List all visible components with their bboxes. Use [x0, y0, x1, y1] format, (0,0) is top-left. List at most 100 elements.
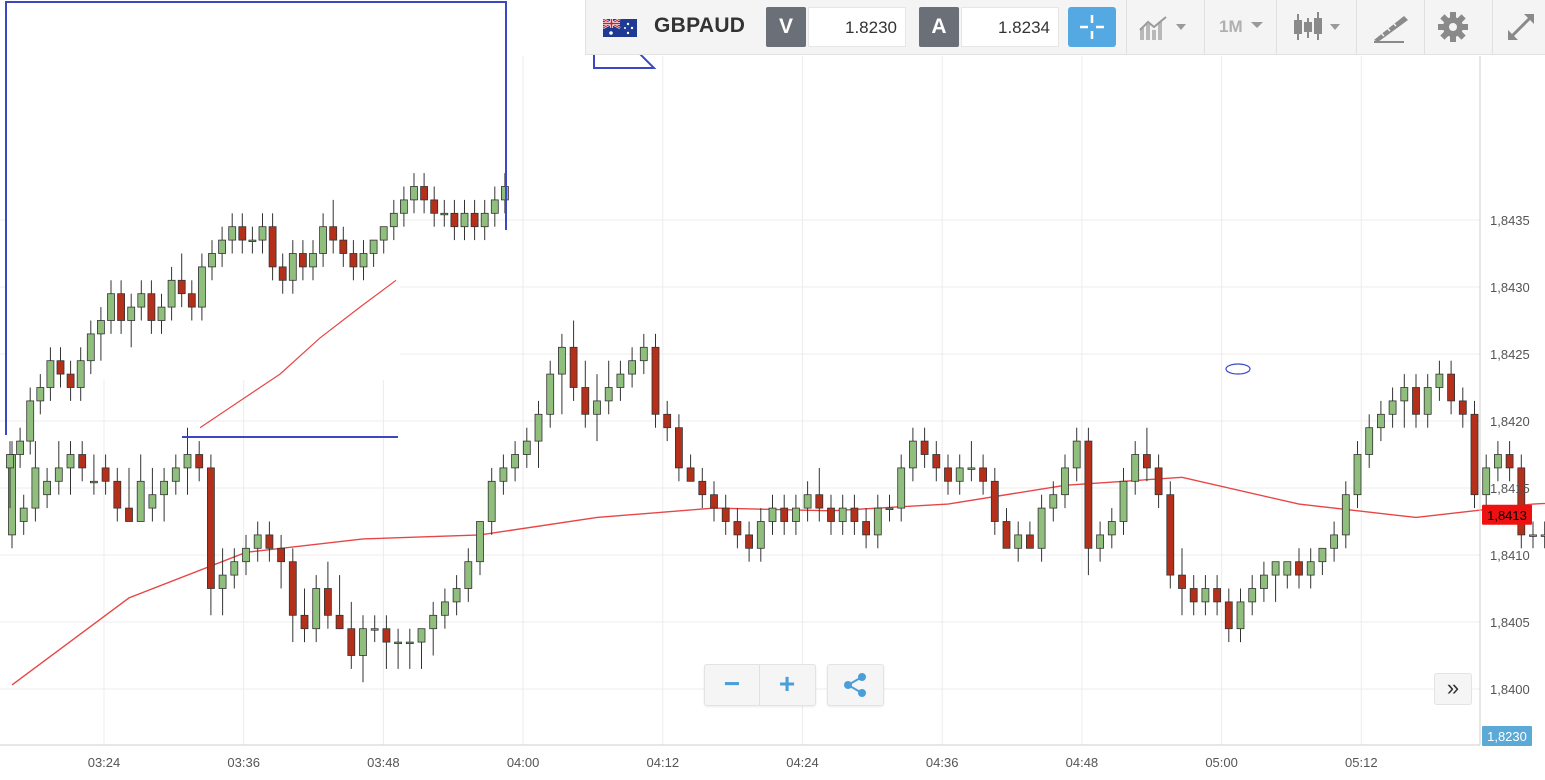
candle-body [1026, 534, 1034, 549]
zoom-in-button[interactable]: + [778, 668, 796, 699]
bear-candle [1470, 400, 1479, 509]
bull-candle [1201, 575, 1210, 616]
candle-body [745, 534, 753, 549]
bear-candle [686, 454, 695, 482]
bull-candle [228, 213, 237, 254]
bull-candle [873, 494, 882, 549]
indicators-button[interactable] [1134, 0, 1196, 54]
candle-body [470, 212, 479, 228]
candle-body [218, 239, 227, 254]
x-tick-label: 05:12 [1345, 755, 1378, 770]
annotation-bracket[interactable] [5, 1, 507, 435]
bear-candle [300, 588, 309, 643]
candle-body [113, 480, 122, 509]
bear-candle [862, 508, 870, 549]
sell-button[interactable]: V [766, 7, 806, 47]
share-icon [844, 673, 866, 697]
zoom-out-button[interactable]: − [723, 668, 741, 699]
candle-body [339, 239, 348, 254]
moving-average-path [11, 476, 1545, 686]
chart-type-button[interactable] [1284, 0, 1352, 54]
candle-body [990, 480, 999, 522]
candle-body [710, 494, 718, 509]
bear-candle [745, 521, 753, 562]
instrument-symbol[interactable]: GBPAUD [654, 14, 746, 37]
candle-body [228, 226, 237, 241]
bull-candle [499, 454, 508, 495]
bull-candle [97, 307, 105, 361]
share-button[interactable] [827, 664, 884, 706]
bear-candle [733, 508, 742, 549]
bull-candle [36, 374, 45, 415]
bear-candle [1505, 441, 1514, 482]
annotation-ellipse[interactable] [1225, 363, 1251, 375]
candle-body [323, 588, 332, 616]
x-tick-label: 04:00 [507, 755, 540, 770]
candle-body [1540, 534, 1545, 537]
candle-body [803, 494, 812, 509]
bull-candle [171, 454, 180, 495]
candle-body [420, 186, 429, 201]
candle-body [452, 588, 461, 603]
candle-body [56, 360, 65, 375]
buy-price[interactable]: 1.8234 [961, 7, 1059, 47]
candle-body [1096, 534, 1104, 549]
bull-candle [558, 333, 566, 415]
bear-candle [125, 467, 133, 522]
bear-candle [1447, 360, 1455, 415]
bull-candle [90, 454, 98, 495]
bear-candle [113, 467, 122, 522]
candle-body [686, 467, 695, 482]
candle-body [195, 454, 204, 469]
bull-candle [1540, 521, 1545, 549]
sell-price[interactable]: 1.8230 [808, 7, 906, 47]
candlestick-type-icon [1294, 12, 1340, 40]
candle-body [522, 440, 531, 455]
candle-body [76, 360, 85, 388]
bull-candle [1107, 508, 1116, 549]
candle-body [147, 293, 156, 321]
bull-candle [593, 374, 601, 442]
fullscreen-button[interactable] [1498, 0, 1545, 54]
candle-body [440, 212, 449, 216]
bull-candle [66, 441, 75, 495]
candle-body [230, 561, 239, 576]
candle-body [417, 628, 426, 643]
candle-body [86, 333, 95, 362]
bull-candle [389, 199, 398, 241]
candle-body [1049, 494, 1058, 509]
candle-body [6, 454, 14, 469]
x-tick-label: 04:12 [647, 755, 680, 770]
buy-button[interactable]: A [919, 7, 959, 47]
last-price-badge [1482, 504, 1532, 525]
candle-body [382, 628, 391, 643]
candle-body [1107, 521, 1116, 536]
crosshair-button[interactable] [1068, 7, 1116, 47]
candle-body [1295, 561, 1303, 576]
candle-body [31, 467, 40, 509]
candle-body [1505, 454, 1514, 469]
bear-candle [335, 575, 344, 630]
candle-body [1353, 454, 1362, 496]
candle-body [253, 534, 262, 549]
bull-candle [909, 427, 917, 482]
candle-body [97, 320, 105, 335]
bull-candle [440, 588, 449, 629]
candle-body [127, 306, 136, 321]
settings-button[interactable] [1432, 0, 1482, 54]
bid-price-badge [1482, 726, 1532, 746]
candle-body [218, 574, 227, 589]
candle-body [1131, 454, 1140, 482]
scroll-to-latest-button[interactable]: » [1434, 673, 1472, 705]
candle-body [1318, 547, 1327, 563]
timeframe-selector[interactable]: 1M [1219, 17, 1243, 36]
candle-body [593, 400, 601, 415]
bull-candle [1131, 441, 1140, 495]
chevron-down-icon[interactable] [1250, 20, 1264, 30]
candle-body [1084, 440, 1093, 549]
candle-body [955, 467, 964, 482]
bull-candle [768, 494, 777, 535]
drawing-tools-button[interactable] [1364, 0, 1414, 54]
bull-candle [1049, 481, 1058, 522]
